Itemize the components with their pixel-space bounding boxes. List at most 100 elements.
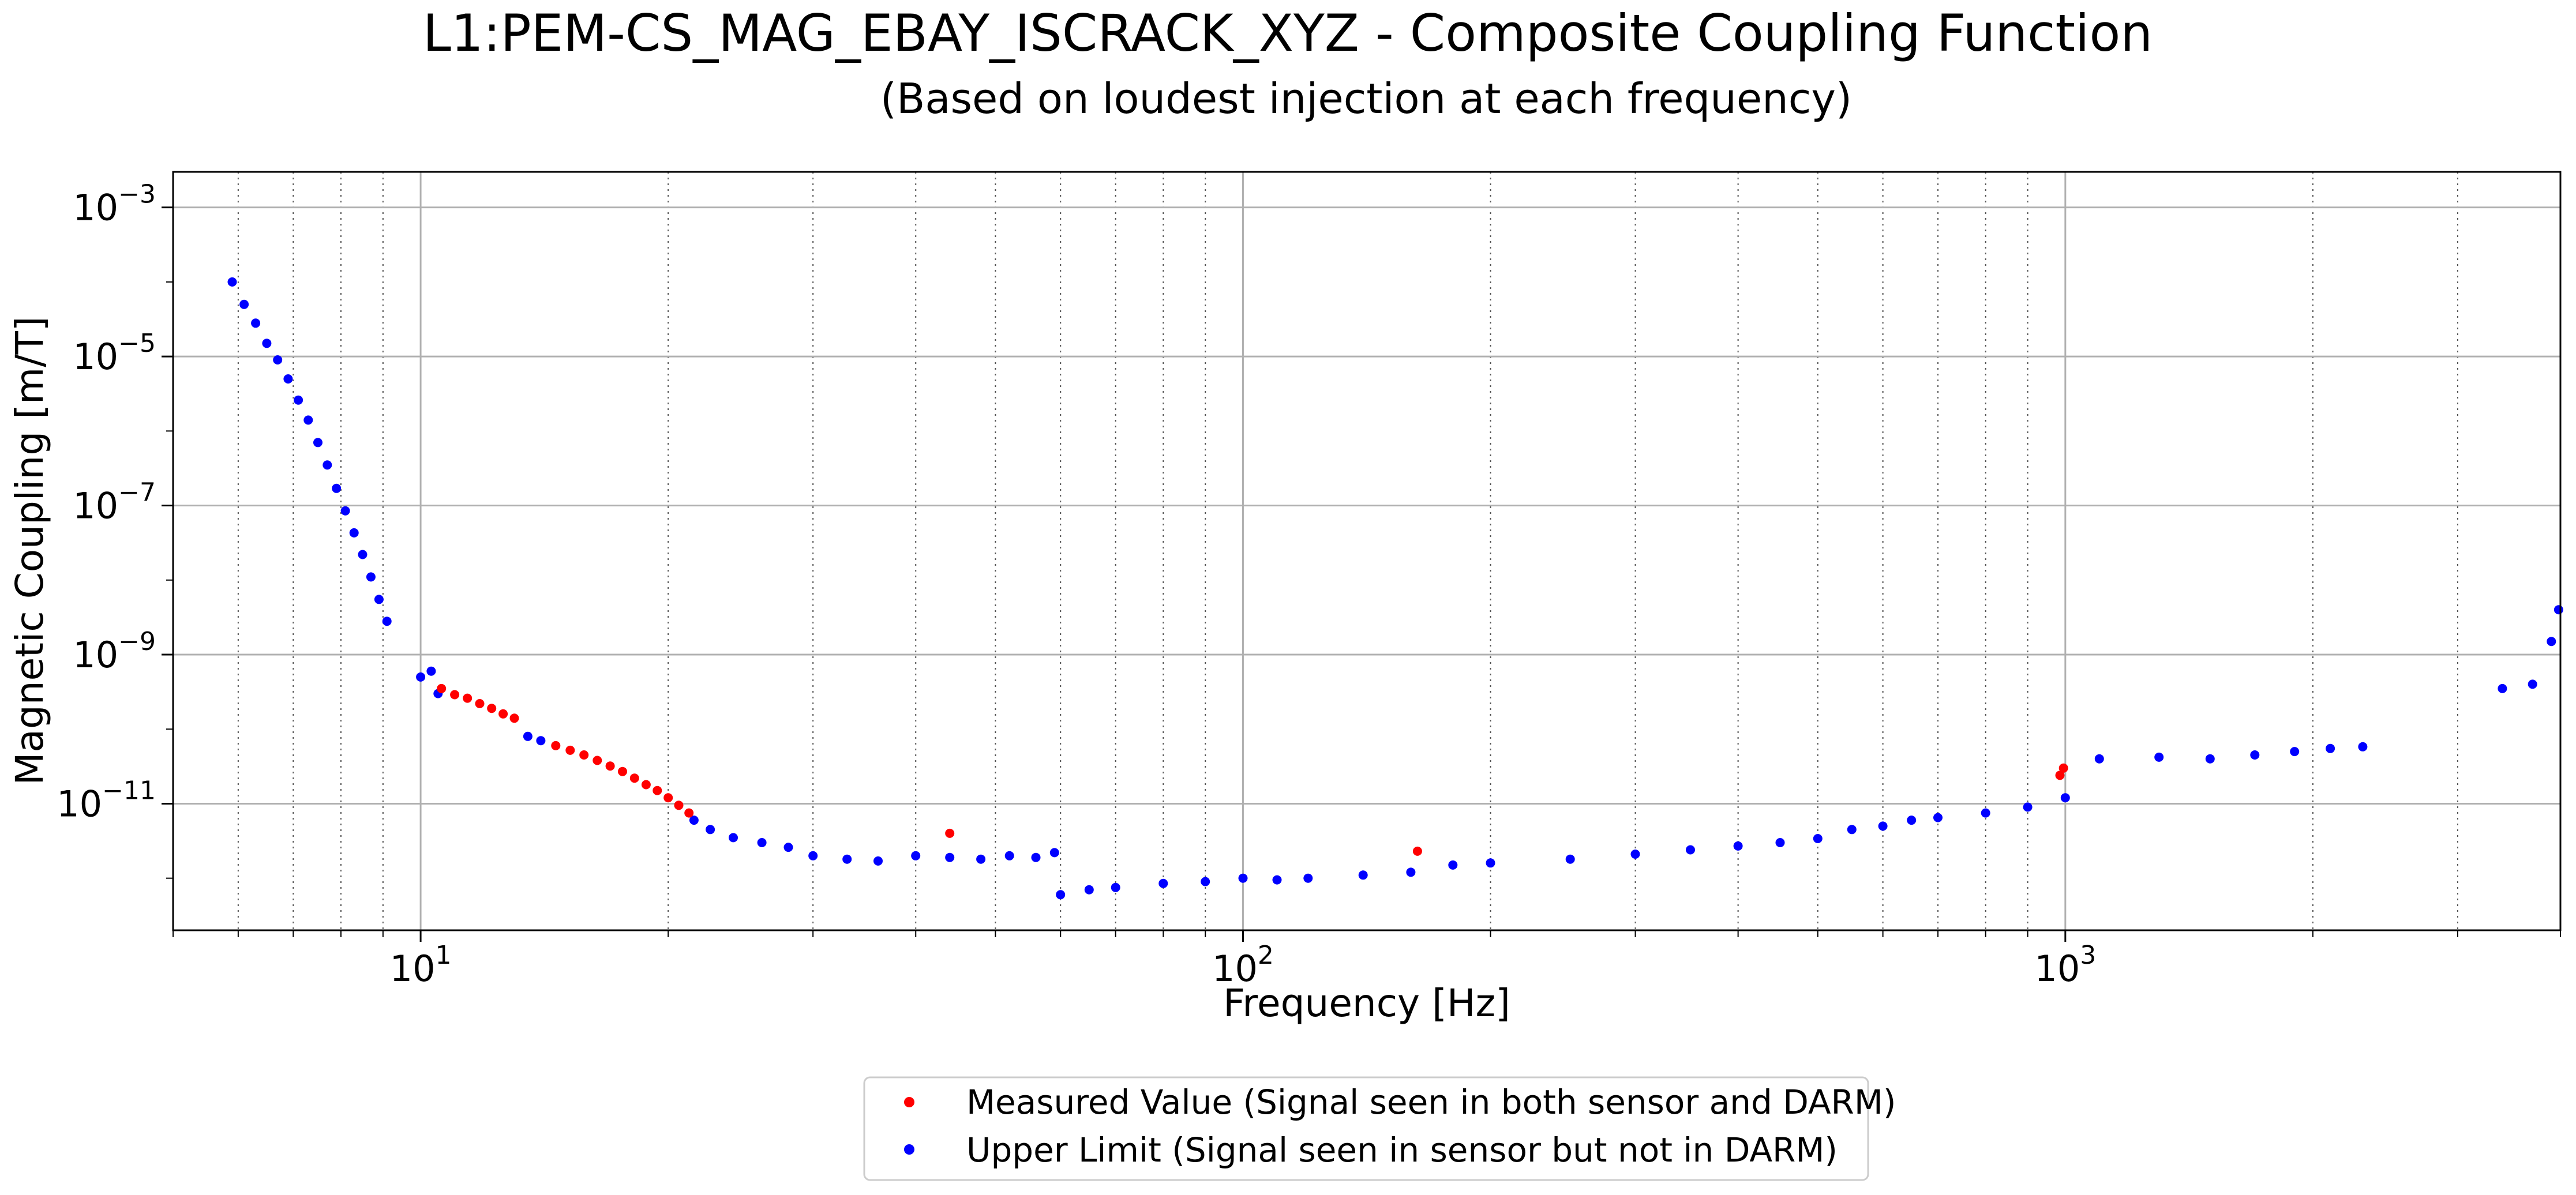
upper-limit-point (976, 854, 986, 864)
measured-point (463, 693, 473, 703)
upper-limit-point (283, 374, 293, 384)
upper-limit-point (729, 833, 738, 843)
upper-limit-point (536, 736, 546, 746)
upper-limit-point (1084, 885, 1094, 895)
upper-limit-point (349, 528, 359, 538)
upper-limit-point (1201, 877, 1210, 886)
upper-limit-point (358, 550, 368, 559)
upper-limit-point (1056, 890, 1066, 900)
measured-point (2058, 763, 2068, 773)
upper-limit-point (416, 672, 426, 682)
upper-limit-point (340, 506, 350, 516)
upper-limit-point (2250, 750, 2260, 760)
upper-limit-point (523, 731, 533, 741)
upper-limit-point (294, 395, 303, 405)
measured-point (450, 690, 460, 700)
upper-limit-point (251, 318, 261, 328)
upper-limit-point (1565, 854, 1575, 864)
upper-limit-point (332, 483, 342, 493)
upper-limit-point (1004, 851, 1014, 860)
axis-ticks: 101 102 103 10−3 10−5 10−7 10−9 10−11 (57, 180, 2561, 990)
measured-point (551, 741, 561, 750)
upper-limit-point (1358, 870, 1368, 880)
y-tick-label: 10−5 (73, 329, 156, 378)
legend-marker-measured (904, 1097, 914, 1107)
upper-limit-point (783, 843, 793, 852)
upper-limit-point (313, 438, 323, 448)
x-tick-label: 101 (390, 941, 452, 990)
upper-limit-point (1878, 821, 1888, 831)
x-axis-label: Frequency [Hz] (1223, 981, 1510, 1025)
upper-limit-point (1031, 852, 1041, 862)
measured-point (605, 761, 615, 771)
y-tick-label: 10−9 (73, 627, 156, 676)
legend-box (863, 1076, 1869, 1181)
y-tick-label: 10−7 (73, 478, 156, 527)
upper-limit-point (1847, 825, 1857, 835)
upper-limit-point (873, 856, 883, 866)
y-tick-label: 10−11 (57, 776, 156, 825)
upper-limit-point (1158, 878, 1168, 888)
upper-limit-point (239, 299, 249, 309)
upper-limit-point (2154, 752, 2164, 762)
upper-limit-point (2290, 747, 2300, 757)
data-points (227, 277, 2563, 900)
upper-limit-point (2060, 793, 2070, 803)
upper-limit-point (1406, 867, 1416, 877)
upper-limit-point (1303, 873, 1313, 883)
measured-point (945, 828, 955, 838)
upper-limit-point (2326, 743, 2335, 753)
upper-limit-point (2205, 754, 2215, 764)
measured-point (641, 780, 651, 790)
measured-point (674, 801, 684, 810)
y-tick-label: 10−3 (73, 180, 156, 229)
upper-limit-point (2528, 679, 2537, 689)
upper-limit-point (2553, 605, 2563, 615)
measured-point (653, 786, 662, 795)
measured-point (565, 745, 575, 755)
measured-point (487, 704, 497, 713)
upper-limit-point (273, 355, 283, 364)
plot-area (173, 172, 2560, 930)
upper-limit-point (1486, 858, 1495, 868)
grid-lines (173, 172, 2561, 930)
upper-limit-point (689, 816, 699, 825)
measured-point (437, 683, 447, 693)
legend-label-measured: Measured Value (Signal seen in both sens… (966, 1083, 1896, 1122)
measured-point (684, 808, 694, 818)
upper-limit-point (1111, 882, 1120, 892)
plot-frame (172, 171, 2562, 931)
upper-limit-point (808, 851, 818, 860)
measured-point (618, 766, 627, 776)
upper-limit-point (1933, 813, 1943, 822)
upper-limit-point (262, 339, 272, 348)
upper-limit-point (1238, 873, 1248, 883)
upper-limit-point (227, 277, 237, 287)
upper-limit-point (303, 415, 313, 425)
upper-limit-point (2023, 802, 2033, 812)
x-tick-label: 102 (1212, 941, 1274, 990)
upper-limit-point (2358, 742, 2368, 751)
measured-point (663, 793, 673, 803)
chart-subtitle: (Based on loudest injection at each freq… (880, 74, 1852, 123)
legend: Measured Value (Signal seen in both sens… (863, 1076, 1896, 1181)
upper-limit-point (1981, 808, 1990, 818)
measured-point (579, 750, 589, 760)
upper-limit-point (1448, 860, 1458, 870)
upper-limit-point (1272, 875, 1282, 885)
upper-limit-point (1630, 850, 1640, 859)
chart-title: L1:PEM-CS_MAG_EBAY_ISCRACK_XYZ - Composi… (423, 3, 2153, 63)
upper-limit-point (911, 851, 921, 860)
upper-limit-point (1907, 816, 1917, 825)
measured-point (2055, 771, 2065, 780)
upper-limit-point (366, 572, 376, 582)
measured-point (593, 756, 602, 765)
measured-point (498, 709, 508, 719)
legend-label-upper-limit: Upper Limit (Signal seen in sensor but n… (966, 1130, 1838, 1170)
legend-marker-upper-limit (904, 1144, 914, 1155)
x-tick-label: 103 (2034, 941, 2096, 990)
upper-limit-point (842, 854, 852, 864)
upper-limit-point (1775, 838, 1785, 847)
upper-limit-point (945, 852, 955, 862)
